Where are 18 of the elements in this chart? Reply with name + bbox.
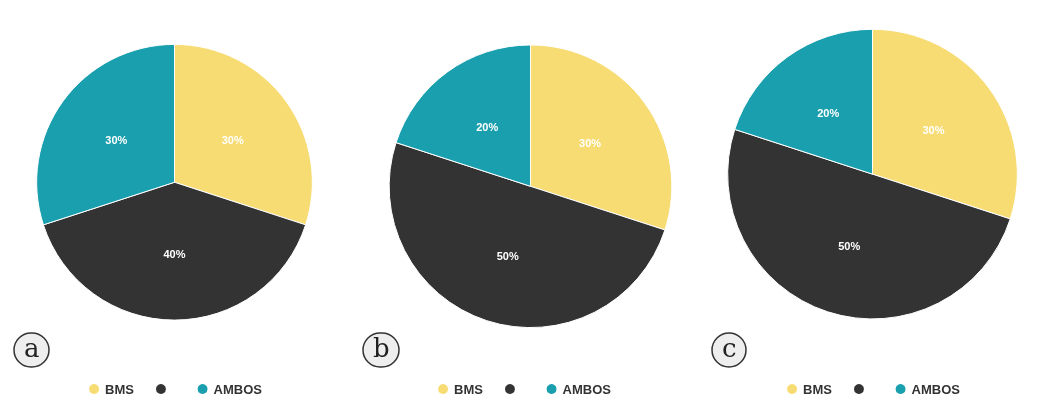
data-label: 40%: [163, 248, 186, 261]
data-label: 20%: [476, 120, 499, 133]
legend-label: BMS: [803, 381, 833, 397]
text: b: [373, 333, 390, 363]
text: c: [722, 333, 737, 363]
legend-label: BMS: [454, 381, 484, 397]
data-label: 30%: [579, 137, 602, 149]
data-label: 50%: [496, 250, 519, 263]
legend-label: AMBOS: [213, 381, 263, 397]
data-label: 20%: [817, 107, 840, 120]
data-label: 30%: [105, 133, 128, 146]
data-label: 30%: [221, 133, 244, 146]
data-label: 30%: [922, 123, 945, 136]
legend-label: AMBOS: [562, 381, 612, 397]
legend-label: BMS: [105, 381, 135, 397]
data-label: 50%: [838, 239, 861, 252]
legend-label: AMBOS: [911, 381, 961, 397]
text: a: [24, 333, 40, 363]
